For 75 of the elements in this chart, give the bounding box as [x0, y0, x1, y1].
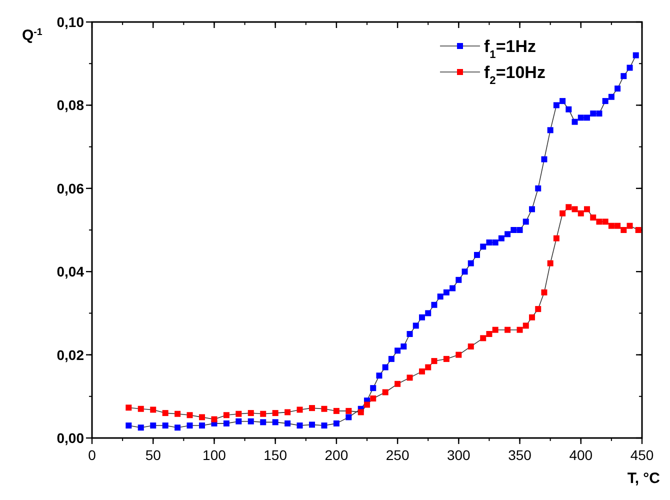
point: [284, 409, 291, 416]
point: [614, 222, 621, 229]
y-tick-label: 0,08: [56, 97, 84, 114]
point: [602, 218, 608, 225]
point: [516, 326, 523, 333]
point: [346, 408, 352, 414]
point: [364, 402, 370, 408]
point: [566, 204, 572, 210]
point: [456, 352, 462, 358]
point: [547, 260, 554, 266]
point: [382, 389, 388, 396]
point: [333, 408, 340, 414]
x-tick-label: 300: [446, 447, 471, 463]
point: [522, 322, 529, 329]
x-tick-label: 200: [324, 447, 348, 463]
point: [394, 380, 401, 387]
point: [590, 214, 596, 221]
point: [541, 289, 548, 296]
point: [620, 227, 627, 233]
point: [370, 395, 376, 402]
x-tick-label: 50: [145, 447, 162, 463]
y-tick-label: 0,04: [56, 264, 84, 280]
point: [578, 210, 584, 216]
point: [443, 356, 450, 362]
point: [480, 335, 486, 342]
x-tick-label: 250: [386, 447, 410, 463]
y-axis-title: Q$^{-1}$: [22, 26, 43, 44]
legend-label: f$_{2}$=10Hz: [484, 63, 546, 87]
point: [309, 405, 315, 412]
point: [260, 410, 266, 417]
x-tick-label: 450: [630, 447, 654, 463]
point: [635, 227, 642, 233]
point: [608, 222, 614, 229]
point: [248, 410, 254, 416]
point: [272, 410, 278, 416]
point: [596, 218, 602, 225]
point: [431, 358, 438, 364]
y-tick-label: 0,00: [56, 430, 84, 446]
point: [486, 331, 492, 337]
x-tick-label: 350: [508, 447, 532, 463]
x-tick-label: 150: [264, 447, 288, 463]
point: [126, 404, 132, 411]
y-tick-label: 0,10: [56, 14, 84, 30]
point: [162, 410, 168, 416]
point: [186, 412, 193, 418]
point: [553, 235, 560, 242]
point: [150, 406, 156, 413]
point: [138, 406, 144, 412]
point: [535, 306, 542, 312]
x-axis-title: T, °C: [627, 470, 660, 487]
point: [211, 416, 218, 422]
y-tick-label: 0,02: [56, 346, 84, 363]
point: [492, 326, 498, 333]
point: [321, 406, 328, 412]
point: [419, 368, 425, 374]
point: [425, 364, 432, 370]
point: [223, 412, 230, 418]
point: [236, 410, 242, 417]
point: [560, 210, 566, 216]
point: [406, 374, 413, 381]
y-tick-label: 0,06: [56, 180, 84, 196]
x-tick-label: 0: [88, 447, 96, 463]
x-tick-label: 400: [569, 447, 593, 463]
point: [174, 410, 181, 417]
point: [584, 206, 590, 212]
legend-label: f$_{1}$=1Hz: [484, 37, 536, 61]
point: [296, 406, 303, 413]
point: [529, 314, 535, 320]
point: [468, 343, 474, 350]
point: [504, 326, 511, 333]
x-tick-label: 100: [202, 447, 226, 463]
point: [572, 206, 578, 212]
point: [358, 409, 364, 416]
point: [626, 222, 633, 229]
point: [199, 414, 205, 420]
